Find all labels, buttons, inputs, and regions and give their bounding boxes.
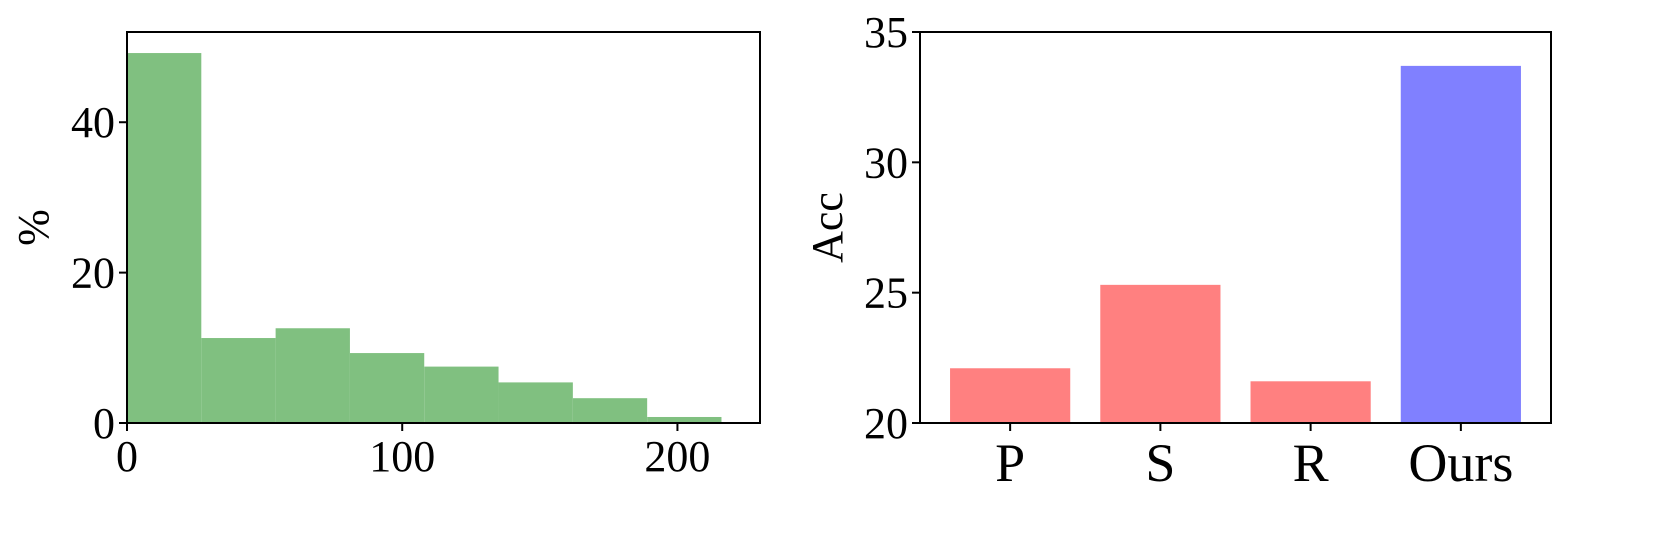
y-tick-label: 20 xyxy=(71,249,115,298)
x-category-label: R xyxy=(1293,433,1329,493)
accuracy-bar xyxy=(950,368,1071,423)
histogram-bar xyxy=(572,398,648,423)
y-axis-label: % xyxy=(9,209,58,246)
histogram-bar xyxy=(498,382,573,423)
x-tick-label: 0 xyxy=(116,432,138,481)
histogram-bar xyxy=(424,366,499,423)
y-tick-label: 40 xyxy=(71,98,115,147)
accuracy-bar xyxy=(1250,381,1371,423)
y-axis-label: Acc xyxy=(803,192,852,263)
x-category-label: S xyxy=(1145,433,1175,493)
histogram-bar xyxy=(647,416,722,423)
y-tick-label: 35 xyxy=(864,8,908,57)
plot-frame xyxy=(919,31,1552,424)
accuracy-bar-panel: P S R Ours 20 25 30 35 Acc xyxy=(803,8,1552,493)
y-tick-label: 0 xyxy=(93,399,115,448)
y-tick-label: 25 xyxy=(864,269,908,318)
y-tick-label: 30 xyxy=(864,138,908,187)
histogram-bar xyxy=(275,328,350,423)
x-tick-label: 100 xyxy=(369,432,435,481)
histogram-bar xyxy=(349,353,425,423)
accuracy-bar xyxy=(1400,65,1521,424)
plot-frame xyxy=(126,31,761,424)
x-category-label: Ours xyxy=(1408,433,1513,493)
accuracy-bar xyxy=(1100,284,1221,423)
x-tick-label: 200 xyxy=(644,432,710,481)
histogram-bar xyxy=(201,338,276,423)
x-category-label: P xyxy=(995,433,1025,493)
histogram-bar xyxy=(127,53,202,424)
y-tick-label: 20 xyxy=(864,399,908,448)
histogram-panel: 0 20 40 0 100 200% xyxy=(9,31,761,481)
